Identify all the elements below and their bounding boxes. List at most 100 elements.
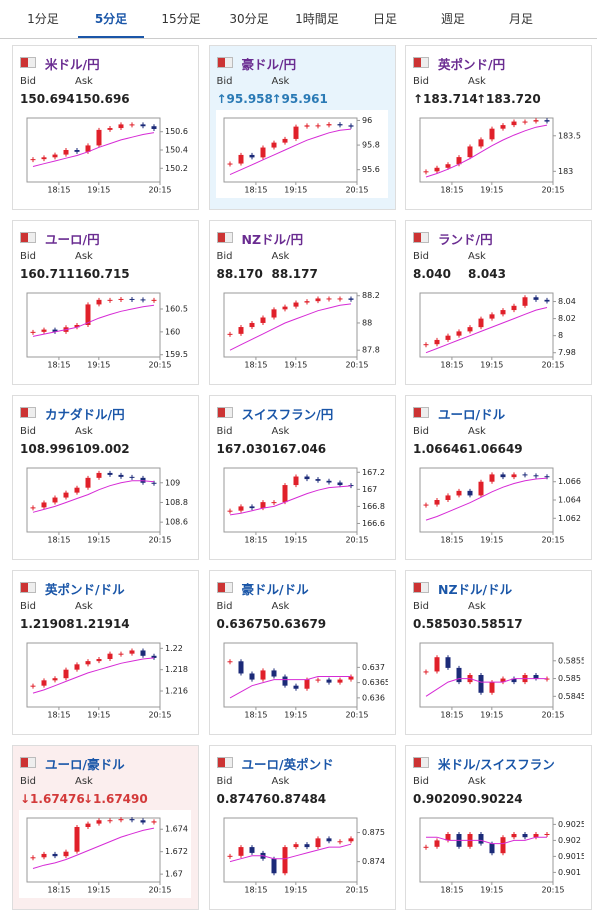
rate-card[interactable]: NZドル/円 Bid Ask 88.170 88.177 87.8 88 88.2 18:15 1… [208,220,396,385]
pair-name[interactable]: 英ポンド/ドル [45,582,125,597]
pair-name[interactable]: 米ドル/円 [45,57,100,72]
y-tick-label: 8.04 [558,297,576,306]
ask-label: Ask [271,76,290,87]
rate-card[interactable]: 豪ドル/円 Bid Ask ↑95.958 ↑95.961 95.6 95.8 96 18:15… [208,45,396,210]
pair-name[interactable]: ユーロ/英ポンド [241,757,334,772]
rate-card[interactable]: ランド/円 Bid Ask 8.040 8.043 7.98 8 8.02 8.04 18:15 1… [405,220,592,385]
plot-frame [26,817,161,883]
candle-body [63,851,69,857]
flag-icon [413,582,429,593]
candle-body [151,482,157,484]
pair-name[interactable]: ランド/円 [438,232,493,247]
candle-body [445,834,451,841]
ask-value: 8.043 [468,267,506,281]
pair-name[interactable]: スイスフラン/円 [241,407,334,422]
candle-body [282,847,287,874]
ask-value: 1.06649 [468,442,523,456]
tab[interactable]: 15分足 [161,12,201,26]
x-tick-label: 20:15 [148,886,171,895]
tab[interactable]: 週足 [440,12,465,26]
candle-body [238,506,243,511]
ma-line [425,124,548,178]
mini-chart: 95.6 95.8 96 18:15 19:15 20:15 [215,110,388,198]
candle-body [500,125,506,129]
candle-body [511,834,517,838]
pair-name[interactable]: ユーロ/ドル [438,407,506,422]
y-tick-label: 108.8 [165,498,188,507]
rate-card[interactable]: ユーロ/豪ドル Bid Ask ↓1.67476 ↓1.67490 1.67 1.672 1.… [12,745,199,910]
pair-name[interactable]: 豪ドル/円 [241,57,297,72]
mini-chart: 183 183.5 18:15 19:15 20:15 [412,110,584,198]
pair-name[interactable]: 米ドル/スイスフラン [438,757,555,772]
candle-body [326,298,331,300]
y-tick-label: 95.8 [362,141,380,150]
rate-card[interactable]: ユーロ/英ポンド Bid Ask 0.87476 0.87484 0.874 0.875 18… [208,745,396,910]
rate-card[interactable]: 米ドル/スイスフラン Bid Ask 0.90209 0.90224 0.901 0.901… [405,745,592,910]
candle-body [41,680,47,686]
pair-name[interactable]: 英ポンド/円 [438,57,506,72]
rate-card[interactable]: ユーロ/ドル Bid Ask 1.06646 1.06649 1.062 1.064 1.06… [405,395,592,560]
ask-label: Ask [468,251,486,262]
ma-line [32,480,155,513]
bid-value: 88.170 [216,267,263,281]
candle-body [511,305,517,311]
y-tick-label: 0.6365 [362,678,388,687]
candle-body [337,482,342,486]
y-tick-label: 0.9025 [558,820,584,829]
tab[interactable]: 月足 [508,12,533,26]
ask-label: Ask [271,601,290,612]
bid-label: Bid [20,426,36,437]
candle-body [511,121,517,126]
candle-body [304,301,309,303]
flag-icon [413,57,429,68]
ask-label: Ask [468,601,486,612]
pair-name[interactable]: ユーロ/豪ドル [45,757,125,772]
bid-label: Bid [413,426,429,437]
plot-frame [26,642,161,708]
flag-icon [413,757,429,768]
candle-body [74,487,80,493]
candle-body [74,664,80,670]
candle-body [511,678,517,683]
rate-card[interactable]: 米ドル/円 Bid Ask 150.694 150.696 150.2 150.4 150.6… [12,45,199,210]
bid-label: Bid [413,76,429,87]
y-tick-label: 0.5845 [558,692,584,701]
rate-card[interactable]: 英ポンド/円 Bid Ask ↑183.714 ↑183.720 183 183.5 18:1… [405,45,592,210]
x-tick-label: 19:15 [284,186,307,195]
pair-name[interactable]: NZドル/円 [241,232,304,247]
chart-bg [412,110,584,198]
x-tick-label: 19:15 [284,536,307,545]
candle-body [96,820,102,824]
flag-icon [413,232,429,243]
candle-body [63,150,69,155]
rate-card[interactable]: 豪ドル/ドル Bid Ask 0.63675 0.63679 0.636 0.6365 0.6… [208,570,396,735]
candle-body [271,142,276,148]
ask-label: Ask [75,76,93,87]
y-tick-label: 0.9015 [558,852,584,861]
pair-name[interactable]: カナダドル/円 [45,407,125,422]
rate-card[interactable]: スイスフラン/円 Bid Ask 167.030 167.046 166.6 166.8 16… [208,395,396,560]
tab[interactable]: 5分足 [78,0,144,38]
candle-body [293,685,298,689]
tab[interactable]: 30分足 [229,12,269,26]
x-tick-label: 18:15 [440,186,463,195]
pair-name[interactable]: ユーロ/円 [45,232,100,247]
candle-body [140,299,146,301]
x-tick-label: 19:15 [284,886,307,895]
y-tick-label: 88.2 [362,291,380,300]
candle-body [74,826,80,852]
rate-card[interactable]: 英ポンド/ドル Bid Ask 1.21908 1.21914 1.216 1.218 1.2… [12,570,199,735]
rate-card[interactable]: NZドル/ドル Bid Ask 0.58503 0.58517 0.5845 0.585 0.… [405,570,592,735]
candle-body [85,477,91,488]
mini-chart: 1.67 1.672 1.674 18:15 19:15 20:15 [19,810,191,898]
tab[interactable]: 1時間足 [295,12,339,26]
tab[interactable]: 1分足 [27,12,59,26]
rate-card[interactable]: ユーロ/円 Bid Ask 160.711 160.715 159.5 160 160.5 18… [12,220,199,385]
rate-card[interactable]: カナダドル/円 Bid Ask 108.996 109.002 108.6 108.8 109… [12,395,199,560]
flag-icon [216,757,233,768]
tab[interactable]: 日足 [372,12,397,26]
candle-body [348,125,353,127]
pair-name[interactable]: NZドル/ドル [438,582,513,597]
flag-icon [216,582,233,593]
pair-name[interactable]: 豪ドル/ドル [241,582,309,597]
